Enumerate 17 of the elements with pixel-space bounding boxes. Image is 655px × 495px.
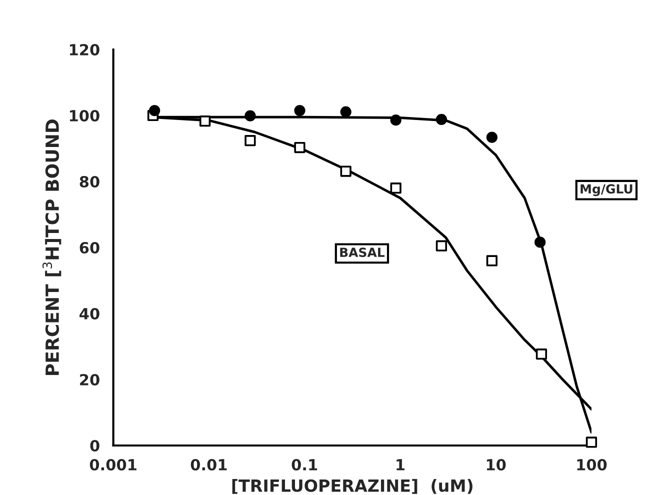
y-tick-label: 80: [80, 176, 100, 188]
x-tick-label: 100: [577, 458, 607, 471]
x-tick-label: 1: [396, 459, 404, 470]
y-tick-label: 0: [90, 440, 100, 452]
y-tick-label: 20: [80, 374, 100, 386]
y-axis-title: PERCENT [$^{3}$H]TCP BOUND: [42, 119, 62, 375]
x-tick-label: 0.1: [292, 458, 318, 471]
y-tick-label: 100: [70, 110, 100, 122]
y-tick-label: 60: [80, 242, 100, 254]
y-tick-label: 40: [80, 308, 100, 320]
text: Mg/GLU: [580, 184, 632, 196]
x-tick-label: 10: [486, 458, 506, 471]
x-tick-label: 0.001: [90, 458, 136, 471]
x-axis-title: [TRIFLUOPERAZINE] (uM): [232, 479, 472, 494]
text: BASAL: [340, 248, 385, 258]
x-tick-label: 0.01: [190, 458, 227, 471]
y-tick-label: 120: [70, 44, 100, 56]
